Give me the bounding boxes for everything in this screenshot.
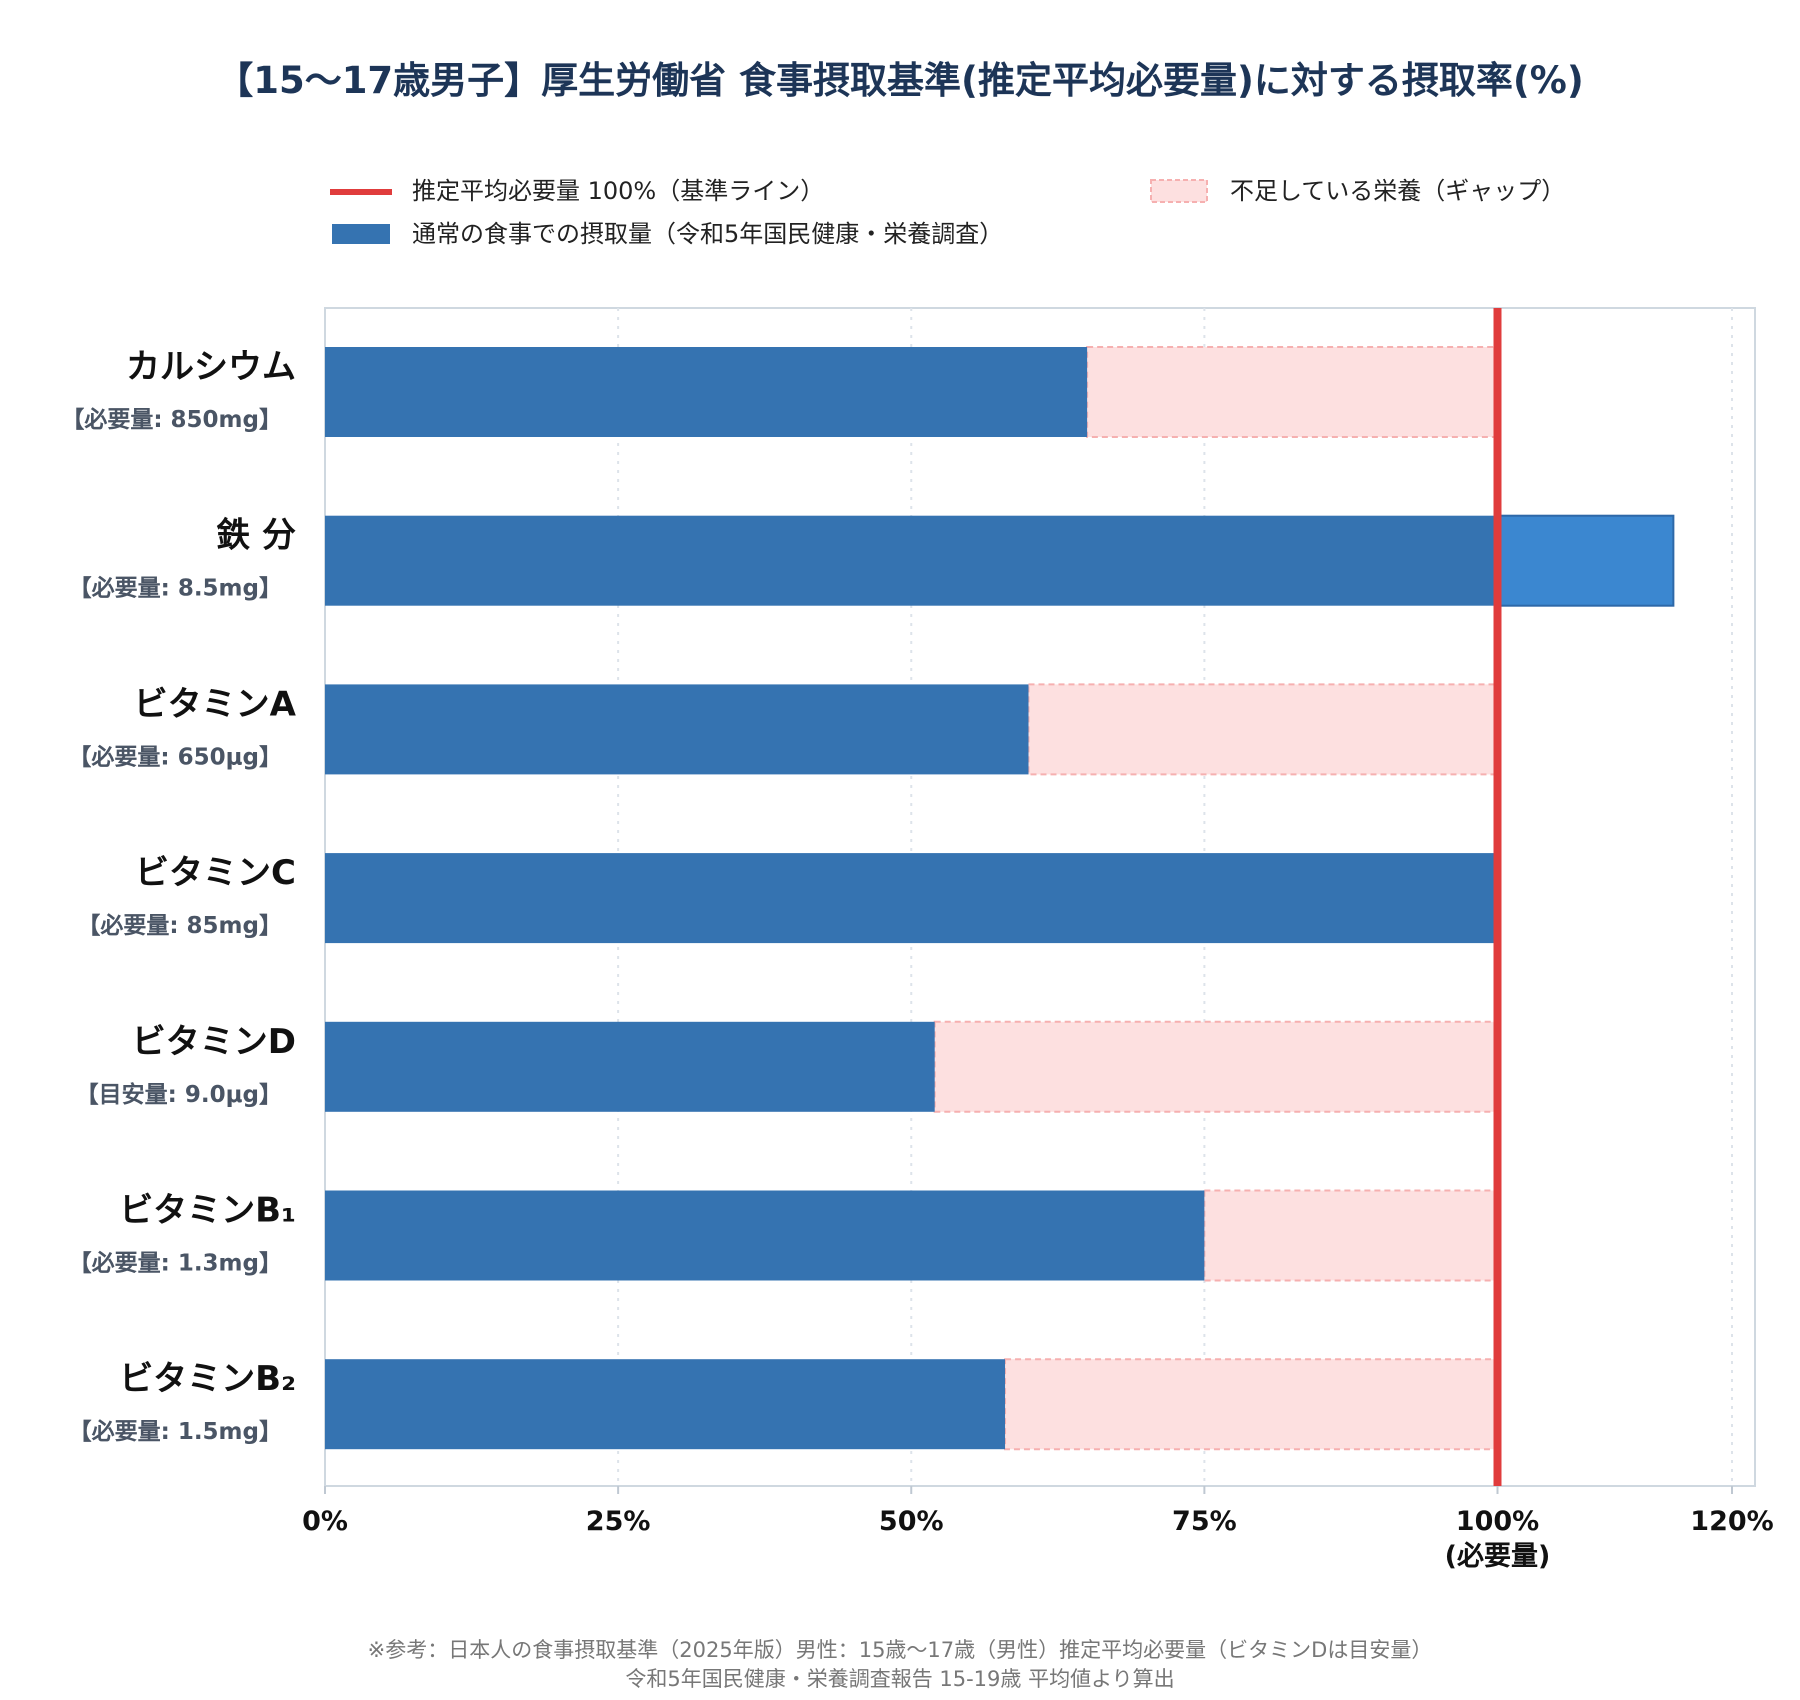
x-tick-sublabel-reference: (必要量): [1445, 1541, 1551, 1572]
category-sublabel-3: 【必要量: 85mg】: [77, 912, 282, 939]
legend-intake-label: 通常の食事での摂取量（令和5年国民健康・栄養調査）: [412, 220, 1003, 248]
category-label-3: ビタミンC: [135, 853, 296, 893]
intake-bar-6: [325, 1359, 1006, 1450]
category-sublabel-4: 【目安量: 9.0μg】: [76, 1081, 282, 1108]
category-sublabel-6: 【必要量: 1.5mg】: [69, 1418, 282, 1445]
intake-bar-1: [325, 515, 1498, 606]
category-label-0: カルシウム: [126, 347, 296, 387]
footnote-line-2: 令和5年国民健康・栄養調査報告 15-19歳 平均値より算出: [625, 1667, 1174, 1691]
y-axis-labels: カルシウム【必要量: 850mg】鉄 分【必要量: 8.5mg】ビタミンA 【必要…: [61, 347, 296, 1445]
legend-item-gap: 不足している栄養（ギャップ）: [1150, 177, 1565, 205]
legend-item-reference: 推定平均必要量 100%（基準ライン）: [330, 177, 824, 205]
chart-title: 【15〜17歳男子】厚生労働省 食事摂取基準(推定平均必要量)に対する摂取率(%…: [216, 59, 1584, 102]
footnote-line-1: ※参考：日本人の食事摂取基準（2025年版）男性：15歳〜17歳（男性）推定平均…: [368, 1638, 1433, 1662]
category-sublabel-1: 【必要量: 8.5mg】: [69, 575, 282, 602]
excess-bar-1: [1496, 514, 1675, 607]
category-sublabel-5: 【必要量: 1.3mg】: [69, 1250, 282, 1277]
gap-bar-4: [933, 1020, 1499, 1113]
legend: 推定平均必要量 100%（基準ライン） 不足している栄養（ギャップ） 通常の食事…: [330, 177, 1565, 248]
category-label-6: ビタミンB₂: [119, 1359, 296, 1399]
x-tick-label-0: 0%: [302, 1506, 348, 1537]
gap-bar-6: [1004, 1358, 1499, 1451]
category-sublabel-0: 【必要量: 850mg】: [61, 406, 282, 433]
legend-gap-label: 不足している栄養（ギャップ）: [1230, 177, 1565, 205]
legend-intake-swatch: [332, 224, 390, 244]
grid: [617, 308, 1733, 1486]
x-axis: 0% 25% 50% 75% 100% (必要量) 120%: [302, 1486, 1774, 1572]
legend-item-intake: 通常の食事での摂取量（令和5年国民健康・栄養調査）: [332, 220, 1003, 248]
gap-bar-5: [1203, 1189, 1499, 1282]
category-label-2: ビタミンA: [134, 684, 297, 724]
intake-bar-4: [325, 1021, 935, 1112]
gap-bar-2: [1027, 683, 1499, 776]
legend-reference-label: 推定平均必要量 100%（基準ライン）: [412, 177, 824, 205]
x-tick-label-1: 25%: [586, 1506, 651, 1537]
category-sublabel-2: 【必要量: 650μg】: [68, 743, 282, 770]
category-label-4: ビタミンD: [132, 1022, 296, 1062]
x-tick-label-3: 75%: [1172, 1506, 1237, 1537]
category-label-5: ビタミンB₁: [119, 1191, 296, 1231]
category-label-1: 鉄 分: [216, 516, 296, 556]
bars: [325, 308, 1675, 1486]
x-tick-label-4: 100%: [1456, 1506, 1539, 1537]
intake-bar-0: [325, 347, 1088, 437]
intake-bar-2: [325, 684, 1029, 775]
x-tick-label-5: 120%: [1690, 1506, 1773, 1537]
intake-bar-5: [325, 1190, 1205, 1281]
legend-gap-swatch: [1150, 179, 1208, 203]
legend-reference-swatch: [330, 189, 392, 195]
x-tick-label-2: 50%: [879, 1506, 944, 1537]
intake-bar-3: [325, 853, 1498, 944]
gap-bar-0: [1086, 346, 1499, 438]
